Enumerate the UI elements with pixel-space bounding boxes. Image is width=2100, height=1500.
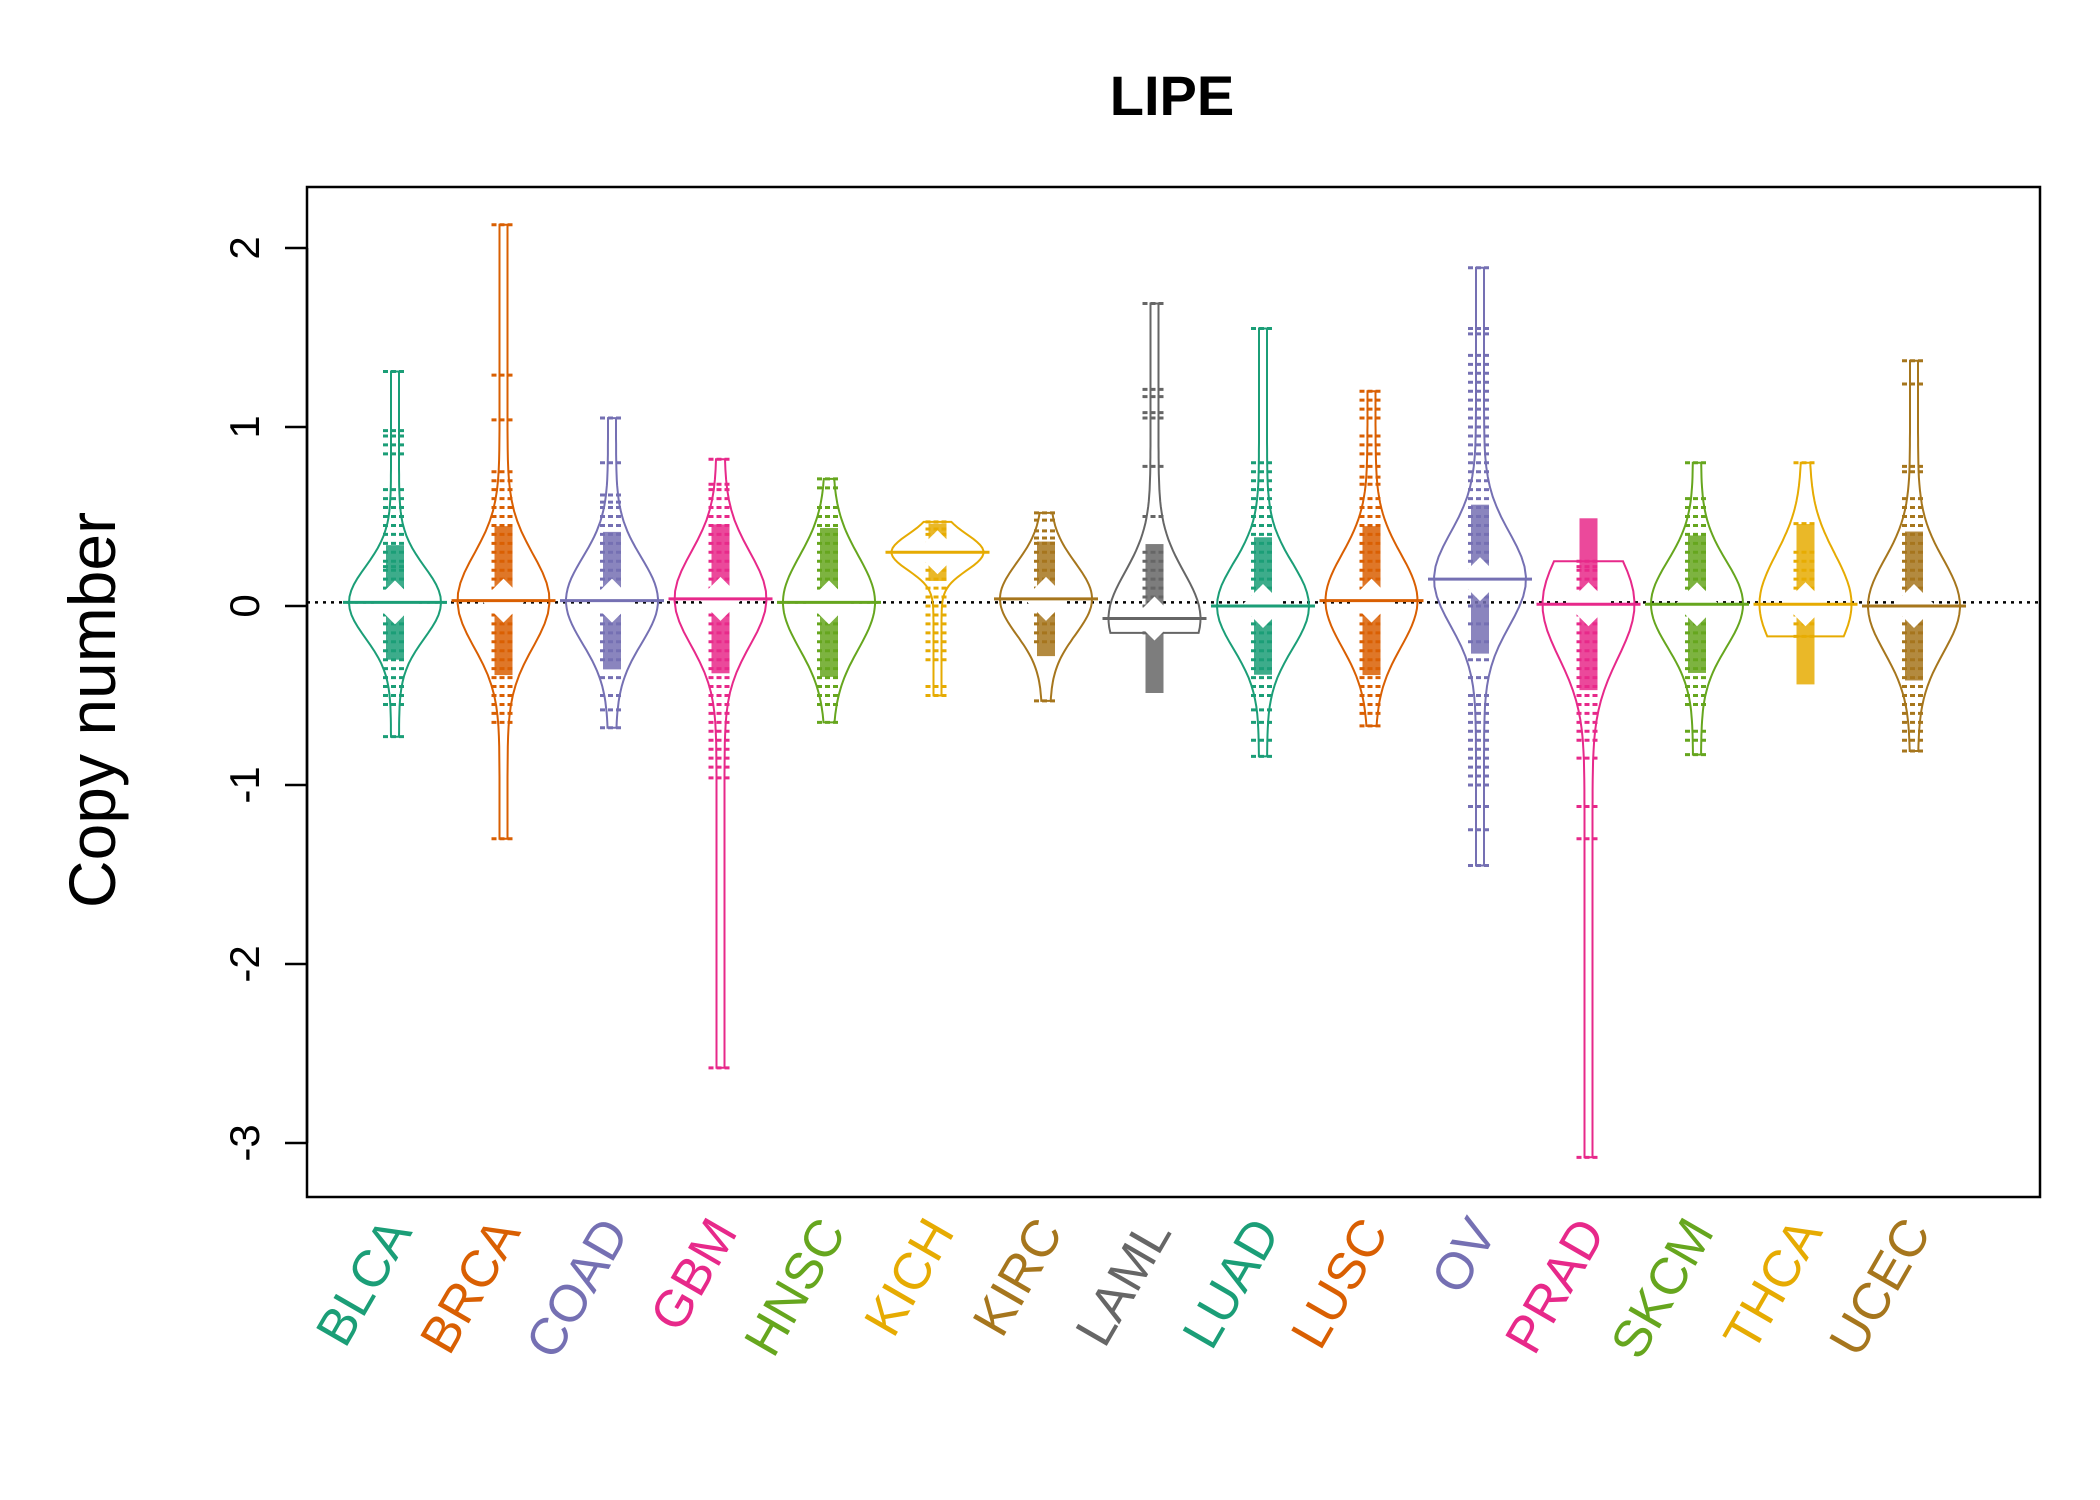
- x-category-label: LAML: [1065, 1209, 1183, 1356]
- x-category-label: HNSC: [733, 1209, 857, 1366]
- bean-outline: [998, 511, 1094, 702]
- x-category-label: KICH: [854, 1209, 966, 1346]
- plot-area: [307, 223, 2040, 1159]
- bean-gbm: [668, 457, 773, 1070]
- bean-lusc: [1319, 389, 1424, 728]
- bean-outline: [673, 458, 768, 1069]
- y-axis-label: Copy number: [55, 512, 129, 908]
- y-tick-label: 2: [221, 236, 268, 259]
- x-category-label: PRAD: [1494, 1209, 1616, 1363]
- x-category-label: KIRC: [962, 1209, 1074, 1346]
- y-tick-label: 0: [221, 594, 268, 617]
- bean-ucec: [1862, 359, 1966, 753]
- y-tick-label: -1: [221, 766, 268, 803]
- x-category-label: COAD: [515, 1209, 640, 1368]
- y-axis: 2 1 0 -1 -2 -3: [221, 236, 309, 1162]
- bean-kich: [885, 520, 990, 697]
- x-category-label: THCA: [1713, 1209, 1834, 1361]
- bean-outline: [1541, 560, 1636, 1159]
- x-category-label: BRCA: [409, 1209, 532, 1363]
- x-category-label: LUAD: [1172, 1209, 1292, 1358]
- bean-hnsc: [777, 477, 881, 724]
- bean-blca: [343, 370, 447, 739]
- bean-prad: [1536, 518, 1641, 1159]
- y-tick-label: -3: [221, 1124, 268, 1161]
- bean-brca: [451, 223, 556, 841]
- bean-outline: [1758, 461, 1853, 638]
- bean-kirc: [994, 511, 1098, 703]
- bean-outline: [782, 477, 876, 724]
- y-tick-label: 1: [221, 415, 268, 438]
- bean-thca: [1753, 461, 1858, 685]
- y-tick-label: -2: [221, 945, 268, 982]
- bean-luad: [1211, 327, 1315, 758]
- x-category-label: LUSC: [1280, 1209, 1400, 1358]
- bean-ov: [1428, 266, 1532, 868]
- plot-frame: [305, 185, 2042, 1199]
- x-category-label: BLCA: [305, 1209, 423, 1356]
- bean-laml: [1102, 301, 1207, 693]
- x-category-label: OV: [1421, 1209, 1509, 1303]
- bean-outline: [1649, 461, 1745, 756]
- bean-coad: [560, 416, 664, 730]
- chart-title: LIPE: [1110, 64, 1234, 127]
- x-category-label: SKCM: [1600, 1209, 1725, 1368]
- x-category-label: UCEC: [1818, 1209, 1942, 1366]
- bean-skcm: [1645, 461, 1749, 757]
- bean-outline: [890, 520, 985, 697]
- x-category-label: GBM: [639, 1209, 748, 1341]
